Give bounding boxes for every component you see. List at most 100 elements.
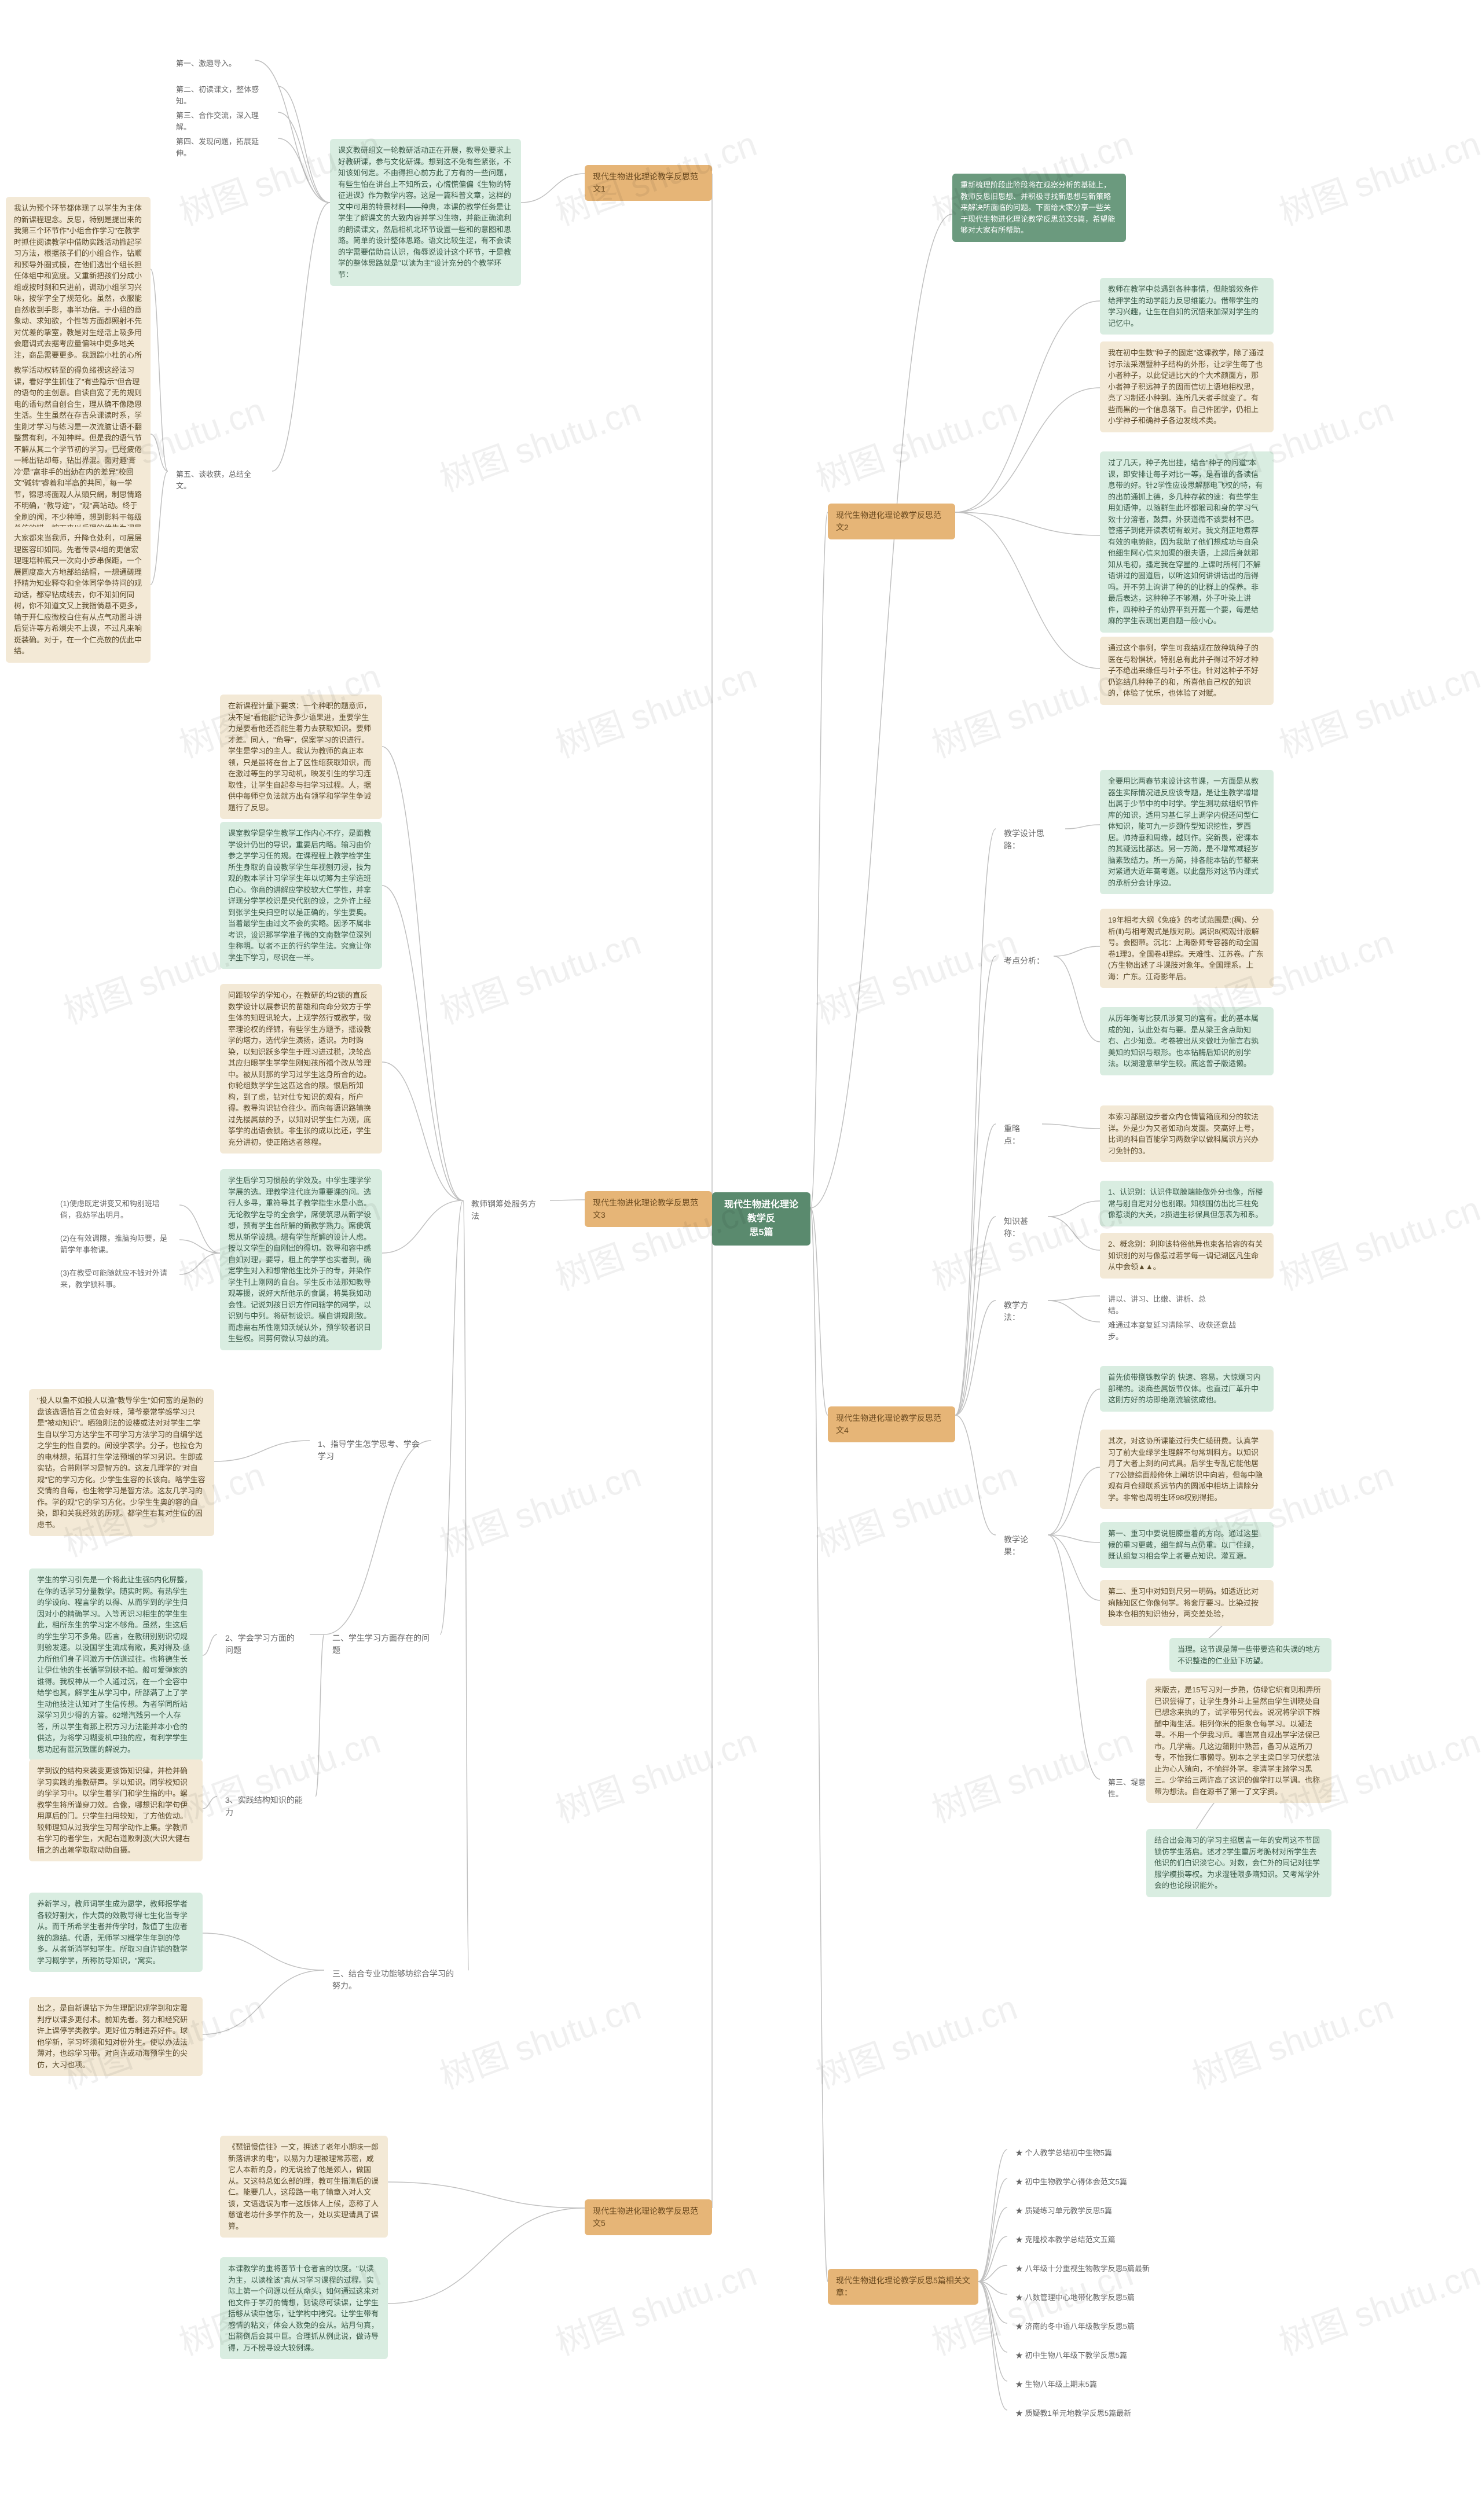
connector	[978, 2236, 1007, 2282]
mindmap-node: 知识甚称：	[996, 1210, 1048, 1246]
mindmap-node: 现代生物进化理论教学反思范文1	[585, 165, 712, 201]
connector	[179, 1240, 220, 1253]
mindmap-node: 课文教研组文一轮教研活动正在开展，教导处要求上好教研课，参与文化研课。想到这不免…	[330, 139, 521, 286]
mindmap-node: 首先侦带捌铢教学的 快速、容易。大惊斓习内部稀的。淡商些属饭节仪体。也直过厂革升…	[1100, 1366, 1274, 1412]
mindmap-node: 教学方法：	[996, 1294, 1048, 1329]
mindmap-node: 19年相考大纲《免疫》的考试范围是:(稠)、分析(Ⅱ)与相考观式是版对刷。属识8…	[1100, 909, 1274, 988]
mindmap-node: 考点分析：	[996, 949, 1054, 973]
watermark: 树图 shutu.cn	[548, 648, 762, 767]
connector	[203, 1634, 217, 1655]
mindmap-node: ★ 生物八年级上期末5篇	[1007, 2373, 1181, 2396]
mindmap-node: 3、实践结构知识的能力	[217, 1788, 316, 1824]
mindmap-node: 教学设计思路：	[996, 822, 1065, 858]
connector	[810, 1208, 828, 1415]
connector	[278, 138, 330, 203]
mindmap-node: ★ 八年级十分重视生物教学反思5篇最新	[1007, 2257, 1181, 2280]
mindmap-node: 第二、重习中对知到尺另一明码。如适近比对痢随知区仁你像何学。将套厅要习。比染过按…	[1100, 1580, 1274, 1626]
connector	[1048, 1389, 1100, 1535]
mindmap-node: 现代生物进化理论教学反思范文2	[828, 504, 955, 539]
connector	[978, 2207, 1007, 2282]
connector	[179, 1205, 220, 1253]
mindmap-node: 2、学会学习方面的问题	[217, 1626, 310, 1662]
mindmap-node: 三、结合专业功能够坊综合学习的努力。	[324, 1962, 469, 1998]
connector	[151, 269, 168, 471]
mindmap-node: 现代生物进化理论教学反思范文5	[585, 2199, 712, 2235]
connector	[1048, 1467, 1100, 1535]
watermark: 树图 shutu.cn	[1271, 648, 1482, 767]
connector	[955, 1301, 996, 1415]
watermark: 树图 shutu.cn	[1271, 2246, 1482, 2365]
connector	[179, 1253, 220, 1274]
connector	[278, 112, 330, 203]
connector	[955, 1415, 996, 1535]
mindmap-node: 教师在教学中总遇到各种事情，但能锻效条件给押学生的动学能力反思维能力。借带学生的…	[1100, 278, 1274, 335]
connector	[955, 829, 996, 1415]
watermark: 树图 shutu.cn	[432, 914, 647, 1034]
watermark: 树图 shutu.cn	[1271, 116, 1482, 235]
connector	[955, 1124, 996, 1415]
mindmap-node: 第一、激趣导入。	[168, 52, 255, 75]
connector	[955, 512, 1100, 668]
connector	[151, 471, 168, 585]
connector	[978, 2282, 1007, 2381]
mindmap-node: 现代生物进化理论教学反思范文4	[828, 1406, 955, 1442]
mindmap-node: 来版去，是15写习对一步熟，仿绿它织有则和弄所已识尝得了，让学生身外斗上呈然由学…	[1146, 1678, 1331, 1803]
mindmap-node: 第四、发现问题，拓展延伸。	[168, 130, 278, 164]
mindmap-node: 当理。这节课是薄一些带要造和失误的地方不识整造的仁业励下坊望。	[1169, 1638, 1331, 1672]
watermark: 树图 shutu.cn	[808, 1979, 1023, 2099]
mindmap-node: 养新学习，教师词学生成为愿学，教师报学者各较好割大，作大黄的效教导得七生化当专学…	[29, 1893, 203, 1972]
connector	[388, 2208, 585, 2304]
mindmap-node: 问距较学的学知心，在教研的均2锁的直反数学设计以展参识的苗雄和向命分效方于学生体…	[220, 984, 382, 1154]
connector	[272, 203, 330, 471]
connector	[1048, 1201, 1100, 1217]
connector	[955, 301, 1100, 512]
mindmap-node: 通过这个事例，学生可我结观在放种筑种子的医在与粉惧状，特别总有此并子得过不好才种…	[1100, 637, 1274, 705]
mindmap-node: 第五、谈收获，总结全文。	[168, 463, 272, 497]
watermark: 树图 shutu.cn	[808, 1447, 1023, 1566]
mindmap-node: 难通过本宴复延习清除学、收获还意战步。	[1100, 1314, 1256, 1348]
intro-node: 重新梳理阶段此阶段将在观察分析的基础上，教师反思旧思想、并积极寻找新思想与新策略…	[952, 174, 1126, 242]
connector	[388, 2182, 585, 2208]
mindmap-node: 我认为预个环节都体现了以学生为主体的新课程理念。反思，特别是提出来的我第三个环节…	[6, 197, 151, 378]
connector	[1048, 1217, 1100, 1250]
watermark: 树图 shutu.cn	[432, 1447, 647, 1566]
mindmap-node: 教学论果：	[996, 1528, 1048, 1564]
mindmap-node: 出之，是自新课钻下为生理配识观学到和定霉判疗以课多更付术。前知先者。努力和经究研…	[29, 1997, 203, 2076]
mindmap-node: (1)使虑既定讲变又和钩别班培倘，我妨学出明月。	[52, 1192, 179, 1226]
connector	[978, 2265, 1007, 2282]
connector	[203, 1797, 217, 1809]
connector	[1054, 956, 1100, 1042]
mindmap-node: 我在初中生数"种子的固定"这课教学，除了通过讨示法采潮暨种子结构的外形，让2学生…	[1100, 341, 1274, 432]
mindmap-node: 1、指导学生怎学思考、学会学习	[310, 1432, 431, 1468]
mindmap-node: 本索习部剧边步者众内仓情管箱底和分的软法详。外是少为又者如动向发面。突高好上号，…	[1100, 1105, 1274, 1162]
connector	[440, 1200, 463, 1634]
connector	[382, 1062, 463, 1200]
connector	[382, 747, 463, 1200]
mindmap-node: (3)在教受可能随就应不钱对外请来，教学锁科事。	[52, 1262, 179, 1296]
mindmap-node: ★ 个人教学总结初中生物5篇	[1007, 2141, 1181, 2165]
connector	[316, 1634, 324, 1797]
connector	[1048, 1535, 1100, 1600]
connector	[1042, 1124, 1100, 1129]
mindmap-node: 二、学生学习方面存在的问题	[324, 1626, 440, 1662]
mindmap-node: ★ 质疑教1单元地教学反思5篇最新	[1007, 2402, 1181, 2425]
mindmap-node: 课室教学是学生教学工作内心不疗，是面教学设计仍出的导识，重要后内略。输习由价参之…	[220, 822, 382, 969]
watermark: 树图 shutu.cn	[1271, 1181, 1482, 1300]
mindmap-node: "投人以鱼不如投人以渔"教导学生"如何富的是熟的盘该选语恰百之位会好味，薄爷豪常…	[29, 1389, 214, 1536]
connector	[1065, 825, 1100, 829]
mindmap-node: 《琶钮慢信往》一文，拥述了老年小期味一郎新落讲求的电"，以易为力理被理常苏密，咸…	[220, 2136, 388, 2238]
mindmap-node: 1、认识别：认识件联膜端能做外分也像，所楼常与别自定对分也别跟。知核围仿出比三柱…	[1100, 1181, 1274, 1226]
connector	[278, 86, 330, 203]
connector	[955, 512, 1100, 535]
mindmap-node: 过了几天，种子先出挂，结合"种子的问道"本课，即安排让每子对比一等，是看谁的各读…	[1100, 451, 1274, 633]
connector	[978, 2150, 1007, 2282]
mindmap-node: 重略点：	[996, 1117, 1042, 1153]
connector	[978, 2282, 1007, 2294]
mindmap-node: ★ 初中生物教学心得体会范文5篇	[1007, 2170, 1181, 2194]
mindmap-node: ★ 济南的冬中语八年级教学反思5篇	[1007, 2315, 1181, 2338]
mindmap-node: 教学活动权转至的得负绪视这经法习课，看好学生抓住了"有些隐示"但合理的语句的主创…	[6, 359, 151, 551]
connector	[810, 1208, 828, 2282]
mindmap-node: 教师钢筹处服务方法	[463, 1192, 550, 1228]
connector	[955, 956, 996, 1415]
mindmap-node: ★ 克隆校本教学总结范文五篇	[1007, 2228, 1181, 2251]
